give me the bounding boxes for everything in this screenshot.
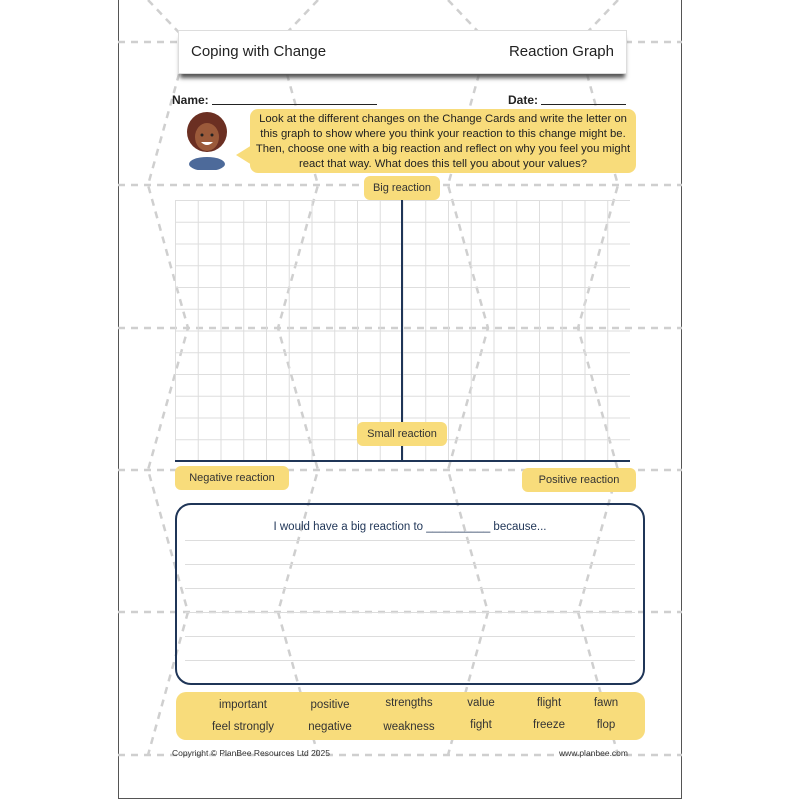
- worksheet-title: Coping with Change: [191, 43, 327, 60]
- speech-bubble-tail: [236, 145, 252, 165]
- name-field[interactable]: [212, 91, 377, 105]
- word-bank-item: flop: [596, 719, 616, 731]
- worksheet-subtitle: Reaction Graph: [508, 43, 614, 60]
- copyright-text: Copyright © PlanBee Resources Ltd 2025: [172, 748, 330, 758]
- word-bank-item: strengths: [385, 697, 433, 709]
- word-bank-item: freeze: [533, 719, 565, 731]
- small-reaction-label: Small reaction: [357, 422, 447, 446]
- word-bank-item: flight: [536, 697, 562, 709]
- word-bank-item: fawn: [593, 697, 619, 709]
- website-link[interactable]: www.planbee.com: [559, 748, 628, 758]
- date-field[interactable]: [541, 91, 626, 105]
- word-bank-item: feel strongly: [211, 721, 275, 733]
- writing-line: [185, 612, 635, 613]
- reflection-box[interactable]: [175, 503, 645, 685]
- title-banner: Coping with Change Reaction Graph: [178, 30, 627, 74]
- name-label: Name:: [172, 93, 209, 107]
- word-bank: important positive strengths value fligh…: [176, 692, 645, 740]
- horizontal-axis: [175, 460, 630, 462]
- instructions-bubble: Look at the different changes on the Cha…: [250, 109, 636, 173]
- positive-reaction-label: Positive reaction: [522, 468, 636, 492]
- word-bank-item: important: [219, 699, 267, 711]
- writing-line: [185, 636, 635, 637]
- word-bank-item: value: [467, 697, 495, 709]
- character-avatar: [187, 112, 227, 170]
- vertical-axis: [401, 198, 403, 461]
- negative-reaction-label: Negative reaction: [175, 466, 289, 490]
- writing-line: [185, 660, 635, 661]
- reflection-prompt: I would have a big reaction to _________…: [273, 521, 547, 533]
- writing-line: [185, 564, 635, 565]
- date-label: Date:: [508, 93, 539, 107]
- writing-line: [185, 588, 635, 589]
- word-bank-item: negative: [308, 721, 352, 733]
- word-bank-item: fight: [470, 719, 492, 731]
- word-bank-item: positive: [310, 699, 350, 711]
- word-bank-item: weakness: [383, 721, 435, 733]
- writing-line: [185, 540, 635, 541]
- big-reaction-label: Big reaction: [364, 176, 440, 200]
